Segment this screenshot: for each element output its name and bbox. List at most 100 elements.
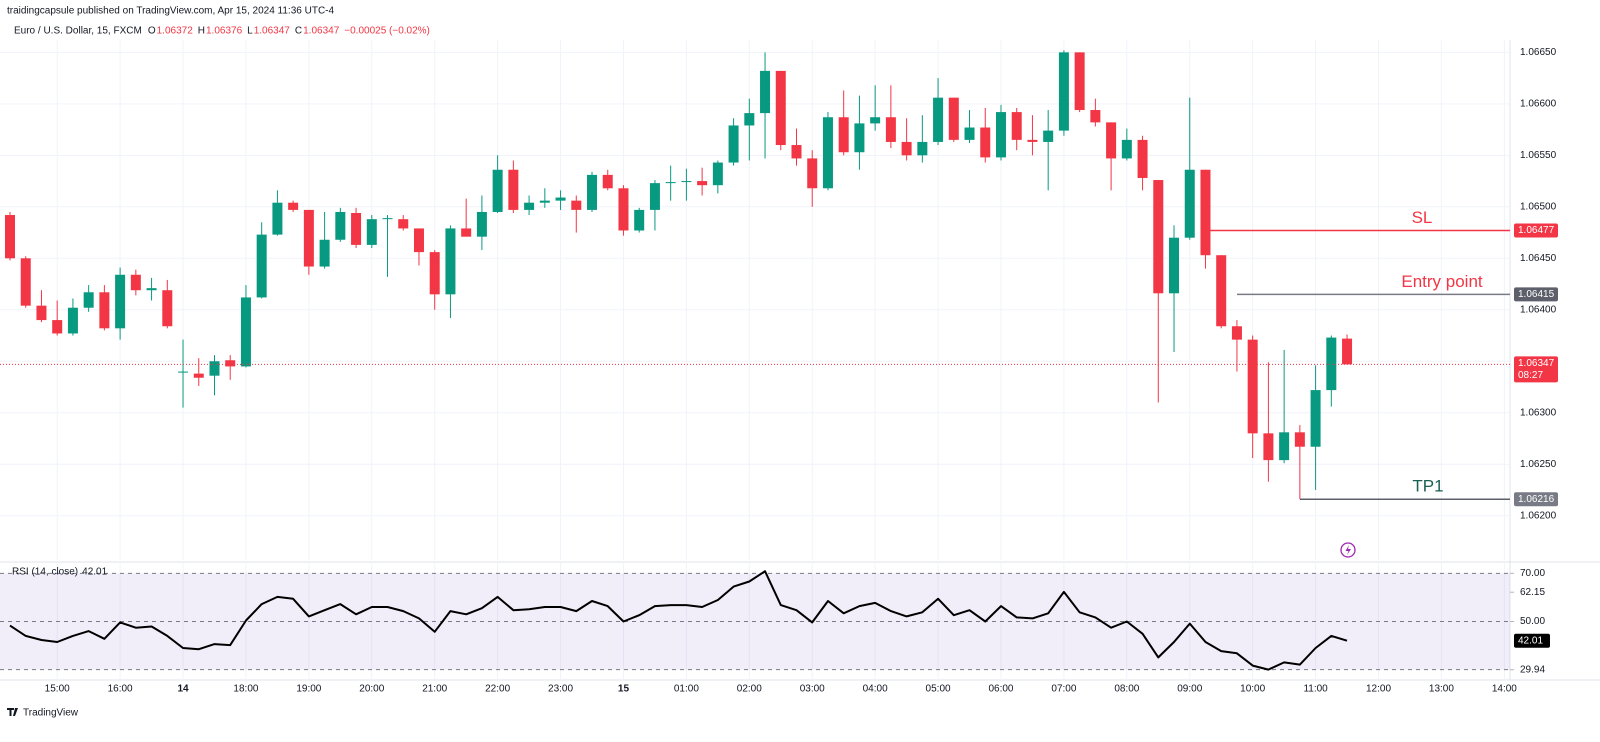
- x-tick-label: 23:00: [548, 684, 573, 695]
- ohlc-value: 1.06372: [157, 26, 194, 37]
- ohlc-change: −0.00025 (−0.02%): [344, 26, 430, 37]
- candle-body: [665, 182, 676, 184]
- x-tick-label: 13:00: [1429, 684, 1454, 695]
- level-box: [1514, 492, 1558, 507]
- candle-body: [1184, 169, 1195, 238]
- footer-logo: TradingView: [7, 708, 79, 719]
- candle-body: [413, 228, 424, 253]
- candle-body: [1043, 130, 1054, 142]
- x-tick-label: 15:00: [45, 684, 70, 695]
- candle-body: [99, 292, 110, 329]
- candle-body: [571, 200, 582, 210]
- level-box: [1514, 223, 1558, 238]
- x-tick-label: 21:00: [422, 684, 447, 695]
- candle-body: [429, 252, 440, 295]
- candle-body: [240, 297, 251, 367]
- candle-body: [948, 97, 959, 140]
- candle-body: [366, 219, 377, 245]
- alert-circle[interactable]: [1340, 542, 1356, 558]
- x-tick-label: 19:00: [296, 684, 321, 695]
- candle-body: [744, 113, 755, 126]
- candle-body: [838, 117, 849, 153]
- rsi-tick-label: 29.94: [1520, 664, 1545, 675]
- x-tick-label: 02:00: [737, 684, 762, 695]
- candle-body: [964, 127, 975, 140]
- alert-bolt[interactable]: [1345, 545, 1352, 555]
- candle-body: [5, 215, 15, 259]
- level-value-label: 1.06477: [1518, 225, 1555, 236]
- x-tick-label: 01:00: [674, 684, 699, 695]
- y-tick-label: 1.06400: [1520, 304, 1557, 315]
- rsi-line: [9, 570, 1348, 671]
- y-tick-label: 1.06250: [1520, 459, 1557, 470]
- candle-body: [618, 188, 629, 231]
- countdown-label: 08:27: [1518, 370, 1543, 381]
- candle-body: [272, 202, 283, 235]
- x-tick-label: 09:00: [1177, 684, 1202, 695]
- x-tick-label: 10:00: [1240, 684, 1265, 695]
- candle-body: [539, 200, 550, 203]
- symbol: Euro / U.S. Dollar, 15, FXCM: [14, 26, 142, 37]
- last-price-box: [1514, 356, 1558, 383]
- candle-body: [83, 292, 94, 308]
- candle-body: [1153, 180, 1164, 294]
- rsi-value-box: [1514, 633, 1550, 648]
- candle-body: [508, 169, 519, 210]
- level-label: TP1: [1412, 477, 1443, 496]
- alert-icon[interactable]: [1340, 542, 1356, 558]
- level-label: SL: [1412, 208, 1433, 227]
- candle-body: [697, 181, 708, 186]
- candle-body: [1247, 339, 1258, 434]
- y-tick-label: 1.06450: [1520, 253, 1557, 264]
- x-tick-label: 12:00: [1366, 684, 1391, 695]
- candle-body: [67, 307, 78, 334]
- x-tick-label: 14: [177, 684, 189, 695]
- level-label: Entry point: [1401, 272, 1483, 291]
- candle-body: [634, 209, 645, 231]
- candle-body: [256, 234, 267, 298]
- candle-body: [351, 212, 362, 245]
- candle-body: [52, 320, 63, 334]
- x-tick-label: 05:00: [926, 684, 951, 695]
- logo-mark: [7, 708, 18, 716]
- x-tick-label: 20:00: [359, 684, 384, 695]
- candle-body: [162, 290, 173, 327]
- y-tick-label: 1.06500: [1520, 201, 1557, 212]
- candle-body: [822, 117, 833, 189]
- candle-body: [602, 174, 613, 189]
- candle-body: [1011, 112, 1022, 140]
- level-value-label: 1.06216: [1518, 494, 1555, 505]
- candle-body: [209, 361, 220, 376]
- x-tick-label: 14:00: [1492, 684, 1517, 695]
- candle-body: [524, 202, 535, 210]
- candle-body: [288, 202, 299, 210]
- candle-body: [933, 97, 944, 142]
- ohlc-value: 1.06347: [254, 26, 291, 37]
- x-tick-label: 08:00: [1114, 684, 1139, 695]
- level-box: [1514, 287, 1558, 302]
- candle-body: [20, 258, 31, 306]
- y-tick-label: 1.06550: [1520, 150, 1557, 161]
- candle-body: [36, 305, 47, 321]
- candle-body: [1200, 169, 1211, 256]
- candle-body: [1137, 139, 1148, 178]
- candle-body: [1121, 139, 1132, 159]
- ohlc-key: L: [247, 26, 253, 37]
- rsi-title: RSI (14, close): [12, 567, 78, 578]
- footer-brand: TradingView: [23, 708, 79, 719]
- candle-body: [461, 228, 472, 237]
- candle-body: [870, 117, 881, 124]
- ohlc-key: H: [198, 26, 205, 37]
- candle-body: [995, 112, 1006, 158]
- x-tick-label: 11:00: [1303, 684, 1328, 695]
- y-tick-label: 1.06600: [1520, 98, 1557, 109]
- x-tick-label: 06:00: [988, 684, 1013, 695]
- candle-body: [445, 228, 456, 295]
- candle-body: [1263, 433, 1274, 461]
- candle-body: [712, 162, 723, 186]
- candle-body: [1231, 326, 1242, 340]
- candle-body: [382, 218, 393, 220]
- labels: 15:00 16:00 14 18:00 19:00 20:00 21:00 22:00 23:…: [12, 47, 1558, 695]
- candle-body: [225, 360, 236, 367]
